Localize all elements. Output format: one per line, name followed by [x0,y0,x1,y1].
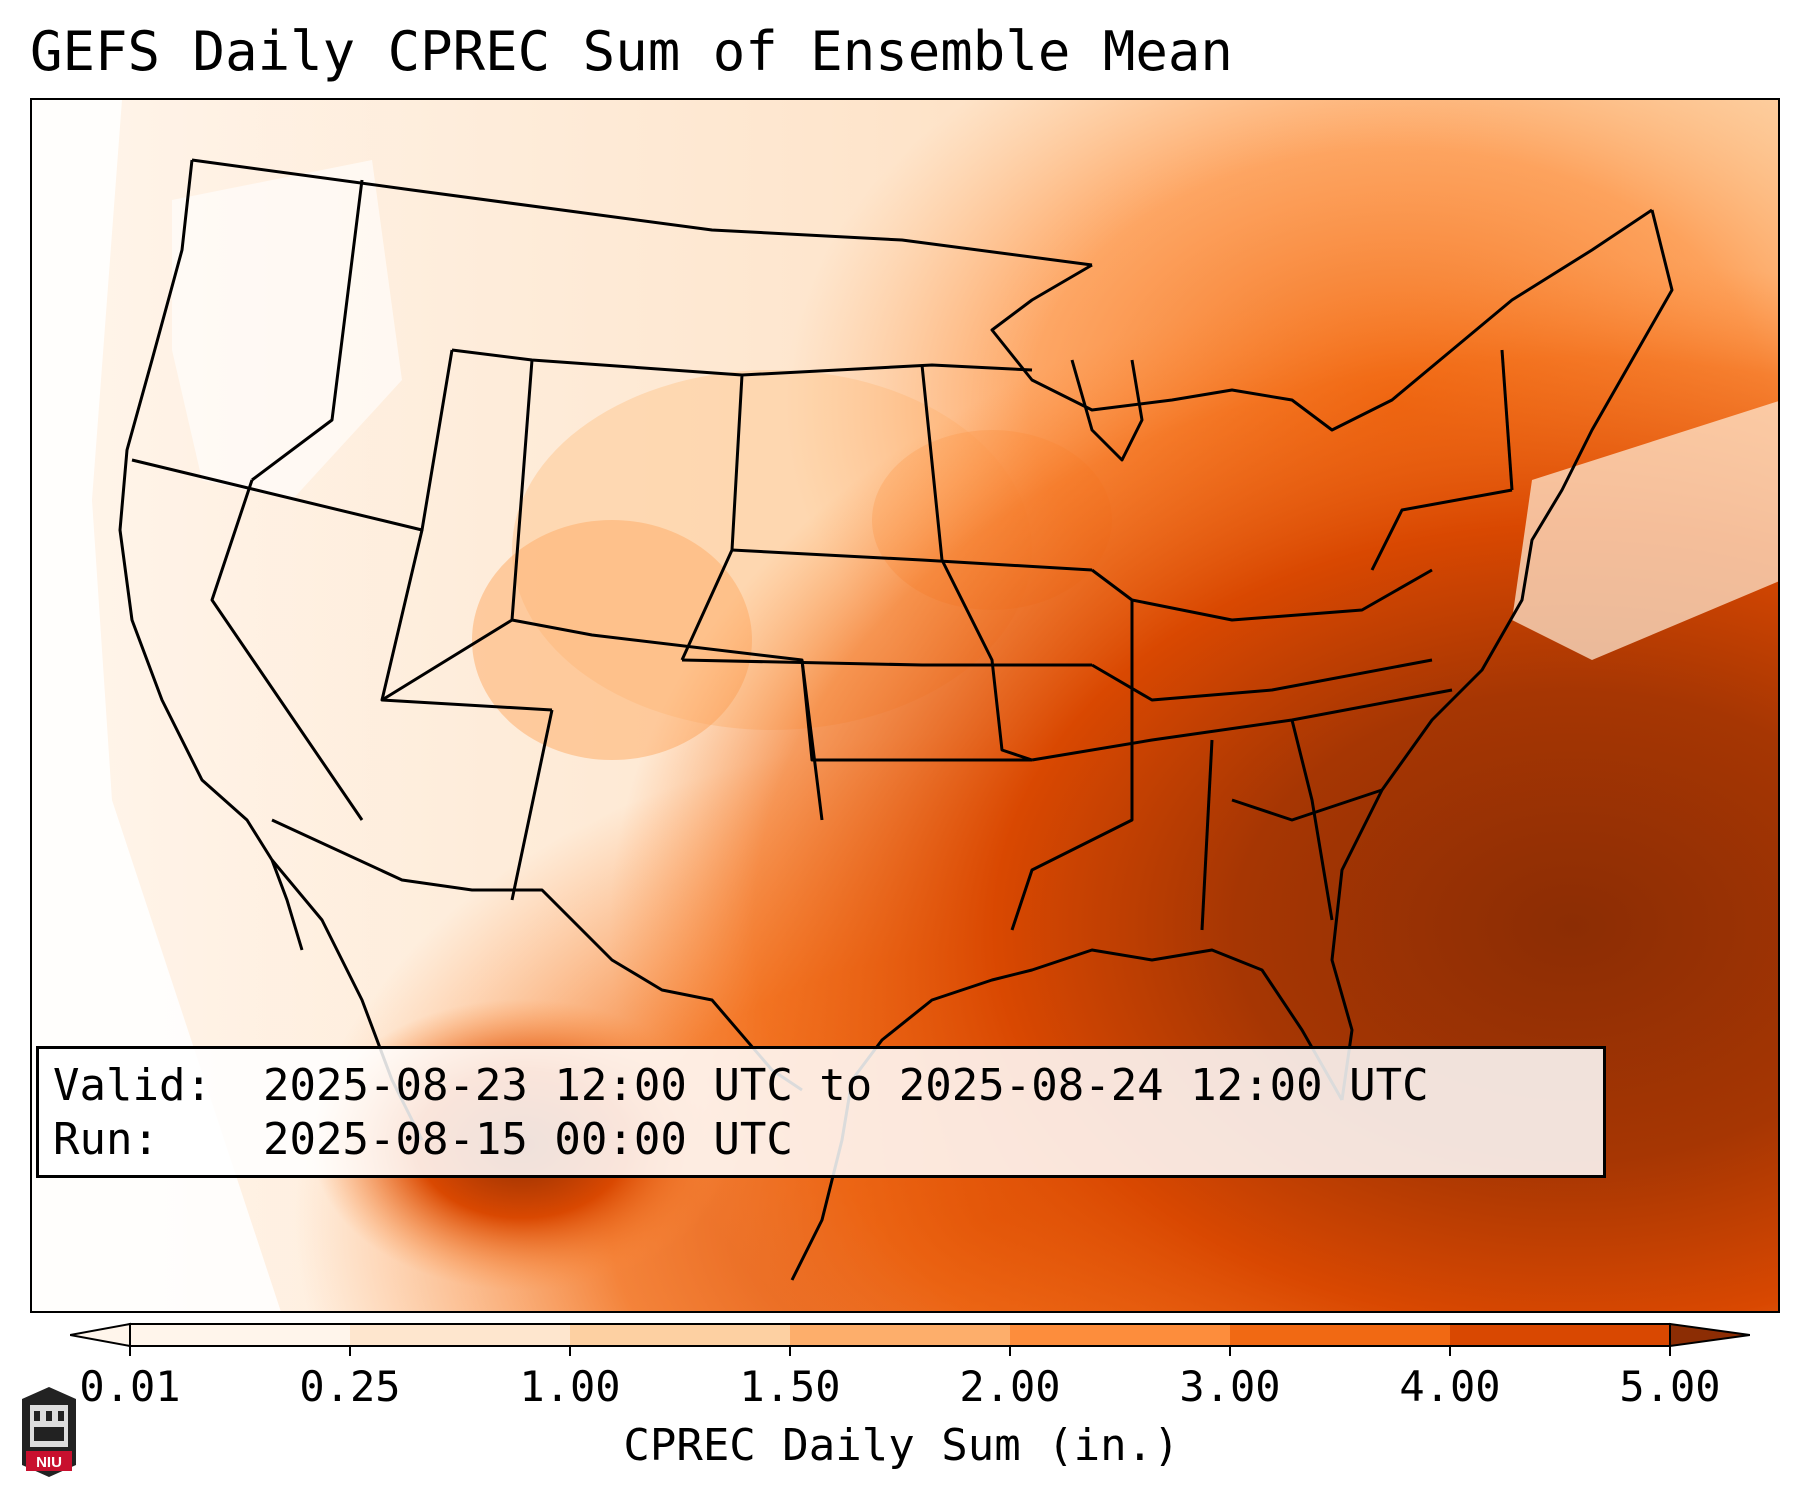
run-line: Run: 2025-08-15 00:00 UTC [53,1113,1589,1167]
run-value: 2025-08-15 00:00 UTC [263,1114,793,1165]
colorbar-tick-label: 2.00 [959,1362,1061,1411]
colorbar-axis-label: CPREC Daily Sum (in.) [623,1420,1180,1471]
chart-title: GEFS Daily CPREC Sum of Ensemble Mean [30,20,1233,83]
atlantic-light-band [1512,401,1778,660]
colorbar [70,1322,1750,1356]
valid-value: 2025-08-23 12:00 UTC to 2025-08-24 12:00… [263,1060,1429,1111]
colorbar-tick-label: 0.25 [299,1362,401,1411]
colorbar-tick-label: 1.50 [739,1362,841,1411]
colorbar-tick-label: 1.00 [519,1362,621,1411]
colorbar-segment [130,1324,351,1346]
validity-info-box: Valid: 2025-08-23 12:00 UTC to 2025-08-24… [36,1046,1606,1178]
niu-logo-icon: NIU [22,1387,76,1477]
colorbar-segment [1010,1324,1231,1346]
valid-label: Valid: [53,1060,212,1111]
colorbar-tick-label: 5.00 [1619,1362,1721,1411]
colorbar-segment [570,1324,791,1346]
colorbar-outline [129,1323,1671,1347]
colorbar-tick-label: 3.00 [1179,1362,1281,1411]
colorbar-segment [790,1324,1011,1346]
valid-line: Valid: 2025-08-23 12:00 UTC to 2025-08-24… [53,1059,1589,1113]
colorbar-segment [350,1324,571,1346]
colorbar-tick-label: 0.01 [79,1362,181,1411]
run-label: Run: [53,1114,159,1165]
colorbar-extend-low [70,1322,131,1348]
colorbar-tick-label: 4.00 [1399,1362,1501,1411]
logo-text: NIU [36,1454,62,1471]
colorbar-segment [1230,1324,1451,1346]
colorbar-segment [1450,1324,1671,1346]
boundaries [118,158,1674,1281]
colorbar-extend-high [1669,1322,1750,1348]
